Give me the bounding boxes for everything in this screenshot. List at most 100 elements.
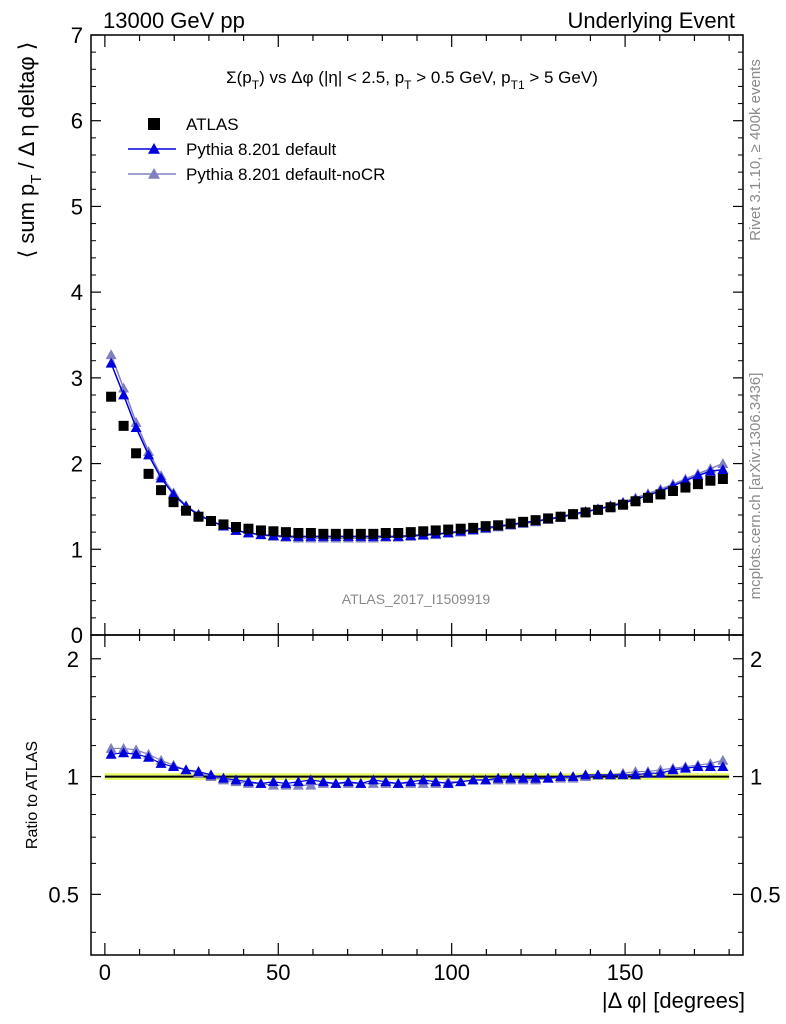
ratio-series-pythia-8-201-default (105, 747, 729, 788)
data-point (280, 527, 291, 538)
data-point (168, 497, 179, 508)
ratio-data-point (305, 779, 317, 790)
ratio-y-tick-label-right: 0.5 (750, 882, 781, 907)
ratio-data-point (567, 771, 579, 781)
ratio-data-point (367, 774, 379, 785)
data-point (405, 527, 416, 538)
data-point (355, 528, 366, 539)
ratio-data-point (205, 769, 217, 780)
legend-marker (148, 143, 160, 154)
data-point (130, 416, 142, 427)
data-point (143, 449, 155, 460)
analysis-watermark: ATLAS_2017_I1509919 (342, 591, 491, 607)
data-point (418, 526, 429, 537)
mcplots-label: mcplots.cern.ch [arXiv:1306.3436] (747, 373, 764, 600)
data-point (443, 524, 454, 535)
legend: ATLAS Pythia 8.201 default Pythia 8.201 de… (128, 115, 385, 184)
data-point (680, 482, 691, 493)
ratio-data-point (605, 769, 617, 780)
ratio-data-point (230, 774, 242, 785)
main-plot-title: Σ(pT) vs Δφ (|η| < 2.5, pT > 0.5 GeV, pT… (226, 68, 598, 92)
legend-entry-pythia-8-201-default: Pythia 8.201 default (128, 140, 337, 159)
data-point (143, 468, 154, 479)
data-point (105, 349, 117, 360)
main-y-axis: 0 1 2 3 4 5 6 7 (71, 23, 743, 648)
data-point (218, 519, 229, 530)
legend-label: Pythia 8.201 default-noCR (186, 165, 385, 184)
main-y-tick-label: 6 (71, 109, 83, 134)
series-line (110, 354, 724, 539)
ratio-data-point (280, 778, 292, 788)
data-point (692, 470, 704, 480)
x-tick-label: 150 (607, 960, 644, 985)
x-tick-label: 50 (266, 960, 290, 985)
ratio-data-point (193, 766, 205, 776)
data-point (468, 522, 479, 533)
ratio-data-point (654, 767, 666, 778)
ratio-data-point (180, 764, 192, 775)
data-point (293, 528, 304, 538)
ratio-data-point (555, 771, 567, 781)
header-left-label: 13000 GeV pp (103, 8, 245, 33)
ratio-data-point (542, 772, 554, 783)
legend-entry-pythia-8-201-default-nocr: Pythia 8.201 default-noCR (128, 165, 385, 184)
ratio-y-tick-label-right: 1 (750, 765, 762, 790)
ratio-data-point (217, 772, 229, 783)
data-point (155, 472, 167, 483)
ratio-data-point (704, 761, 716, 772)
main-data-series (105, 349, 729, 543)
data-point (518, 516, 529, 527)
data-point (156, 485, 167, 496)
data-point (530, 515, 541, 526)
data-point (118, 382, 130, 393)
main-y-tick-label: 3 (71, 366, 83, 391)
main-y-tick-label: 2 (71, 452, 83, 477)
main-y-tick-label: 7 (71, 23, 83, 48)
data-point (705, 475, 716, 486)
ratio-data-point (155, 757, 167, 768)
main-panel: 0 1 2 3 4 5 6 7 Σ(pT) vs Δφ (|η| < 2.5, pT > 0.… (14, 23, 744, 648)
ratio-y-tick-label: 0.5 (48, 882, 79, 907)
ratio-data-point (492, 772, 504, 783)
ratio-data-point (118, 747, 130, 758)
data-point (555, 511, 566, 522)
x-axis: 0 50 100 150 (99, 35, 730, 985)
ratio-y-tick-label: 1 (67, 765, 79, 790)
ratio-data-point (292, 776, 304, 787)
ratio-data-point (455, 776, 467, 787)
legend-marker (148, 118, 160, 130)
ratio-data-point (629, 769, 641, 780)
legend-entry-atlas: ATLAS (148, 115, 239, 134)
main-y-tick-label: 0 (71, 623, 83, 648)
rivet-version-label: Rivet 3.1.10, ≥ 400k events (747, 59, 764, 241)
series-line (110, 363, 723, 538)
ratio-data-point (430, 776, 442, 787)
x-tick-label: 0 (99, 960, 111, 985)
ratio-data-point (517, 772, 529, 783)
ratio-data-point (417, 774, 429, 785)
data-point (642, 492, 653, 503)
data-point (605, 502, 616, 513)
legend-marker (148, 168, 160, 179)
data-point (168, 488, 180, 499)
data-point (393, 528, 404, 538)
data-point (380, 528, 391, 538)
data-point (131, 448, 142, 459)
data-point (268, 526, 279, 537)
ratio-data-point (592, 769, 604, 780)
ratio-data-point (530, 772, 542, 783)
data-point (181, 505, 192, 516)
data-point (704, 465, 716, 476)
ratio-data-point (130, 748, 142, 759)
data-point (692, 479, 703, 490)
ratio-y-tick-label: 2 (67, 647, 79, 672)
data-point (505, 518, 516, 529)
data-point (205, 516, 216, 526)
ratio-y-axis-label: Ratio to ATLAS (24, 741, 41, 849)
ratio-data-point (679, 762, 691, 773)
data-point (593, 504, 604, 515)
ratio-data-point (168, 761, 180, 772)
data-point (255, 525, 266, 536)
legend-label: ATLAS (186, 115, 239, 134)
ratio-data-point (330, 778, 342, 788)
